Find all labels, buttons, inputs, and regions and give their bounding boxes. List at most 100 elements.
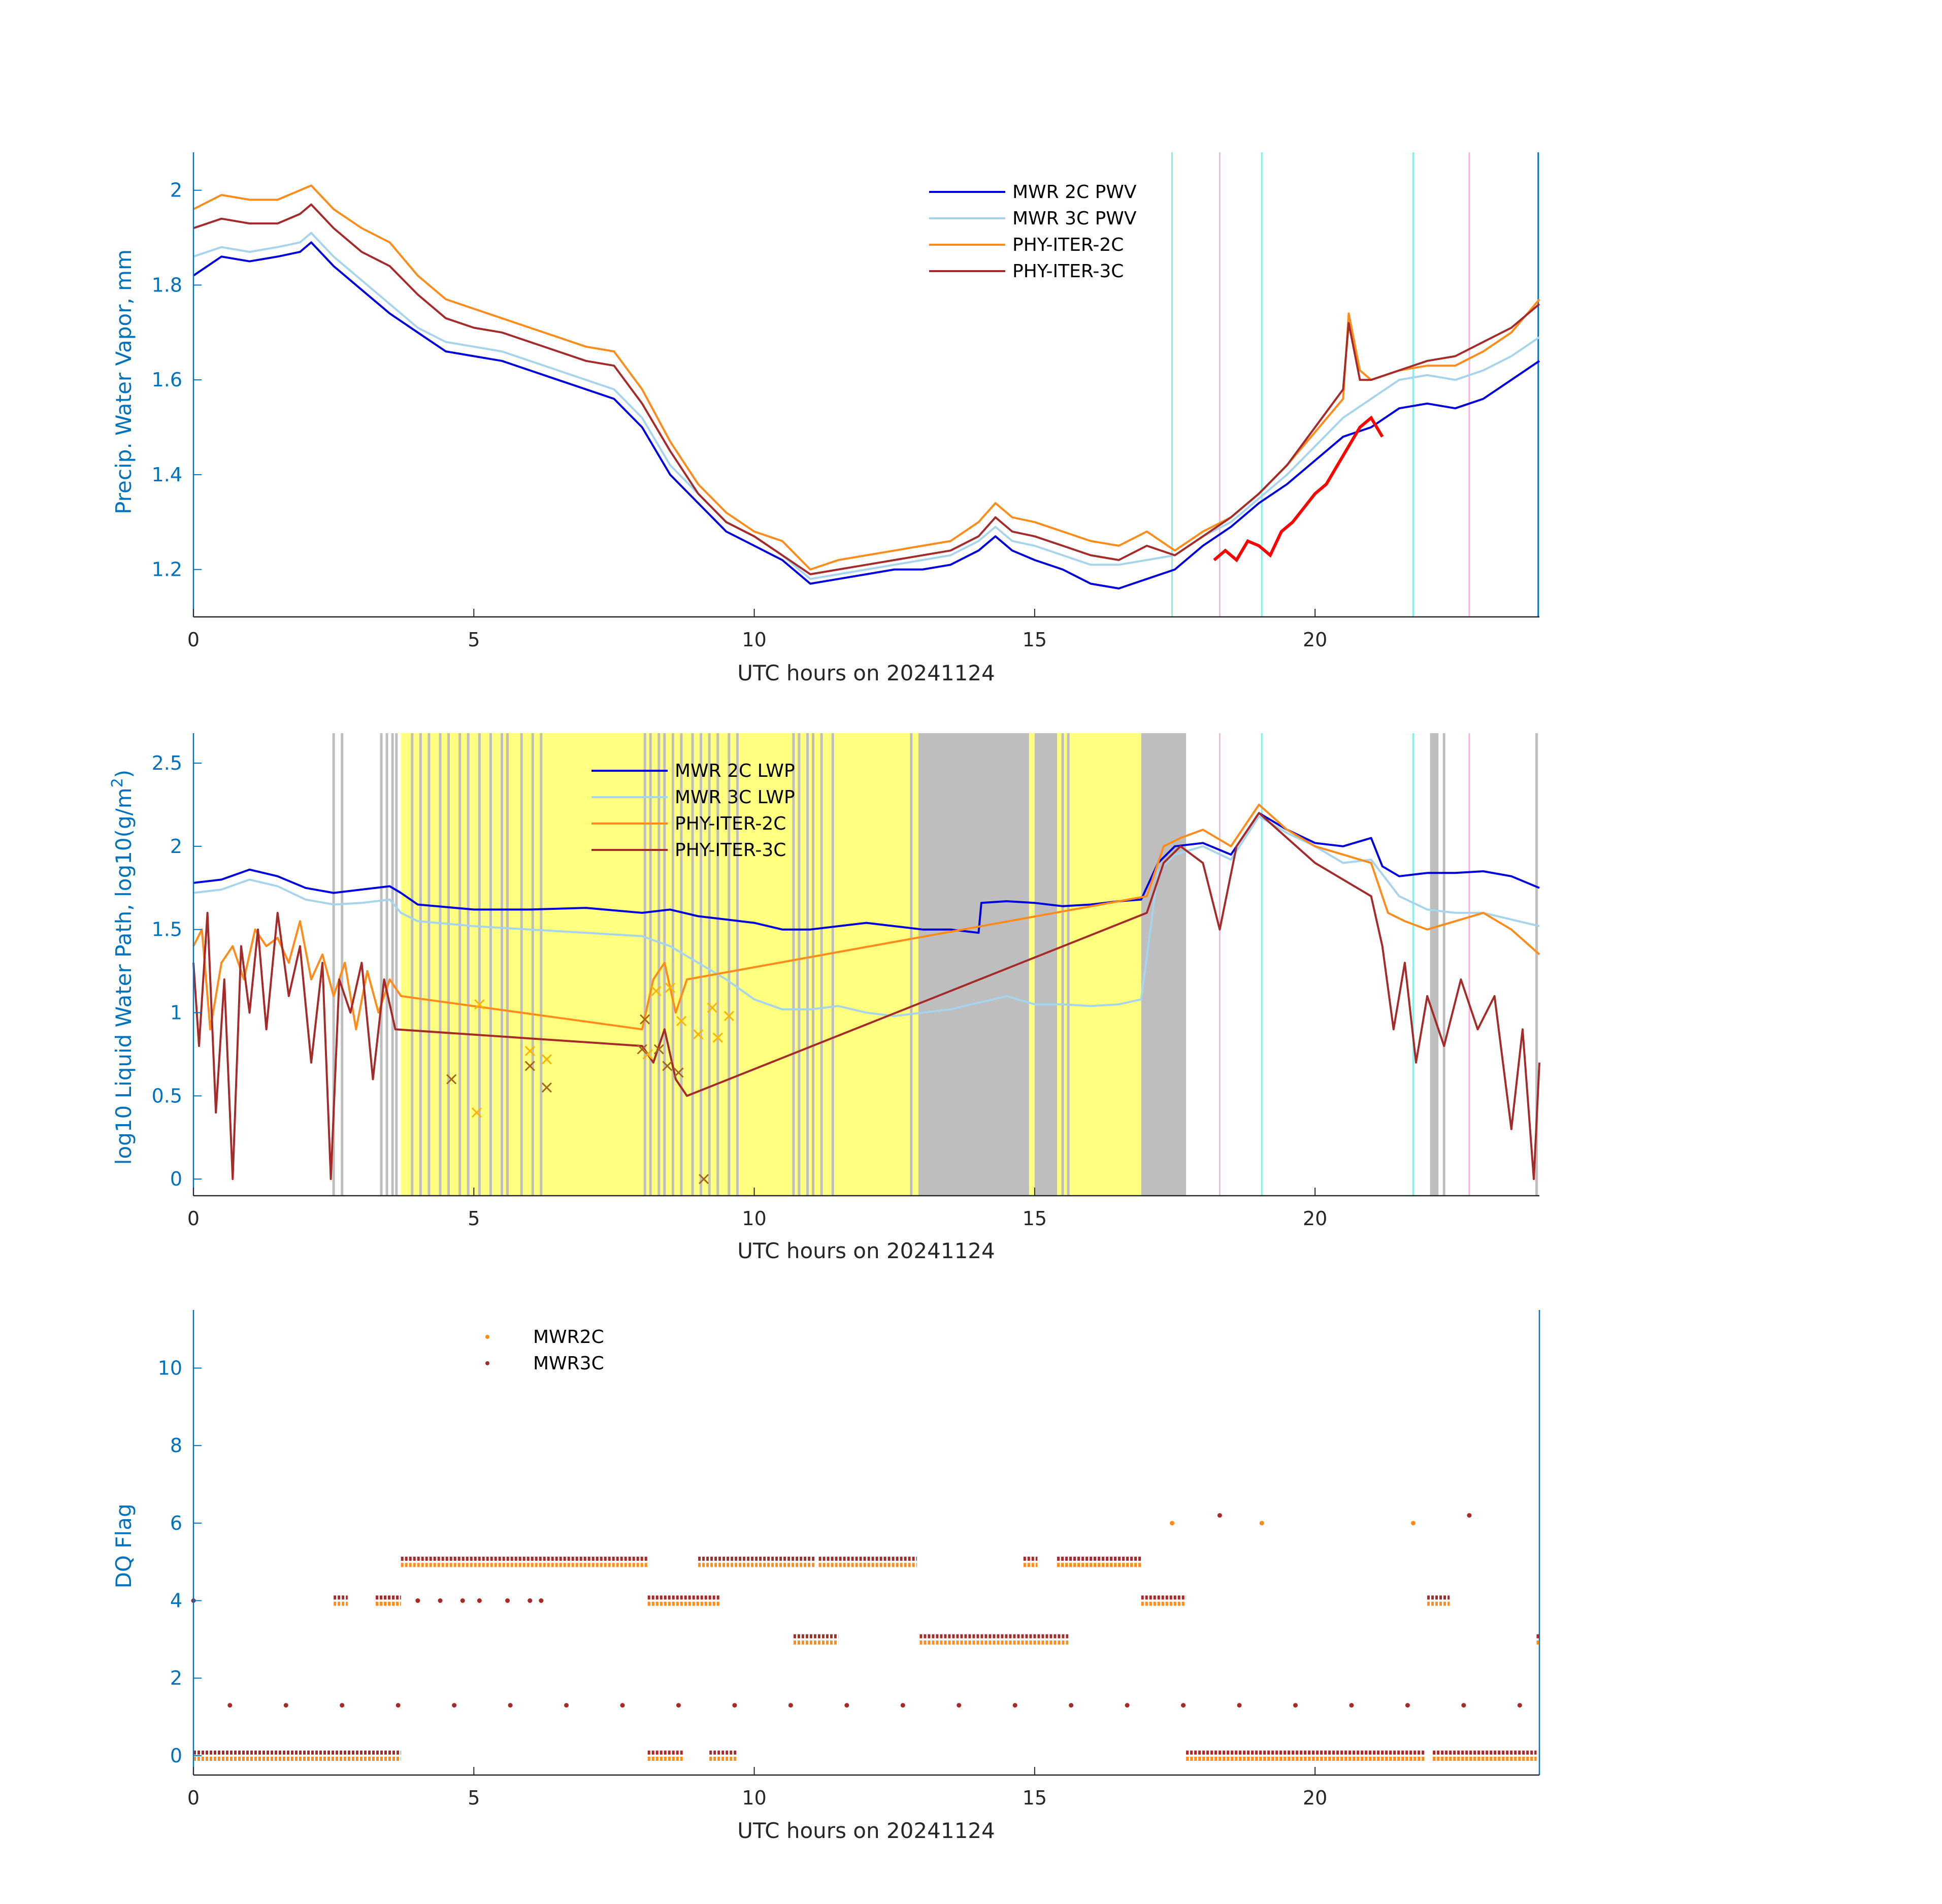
lwp-y-axis-label-end: ) xyxy=(111,770,136,778)
pwv-y-axis-label: Precip. Water Vapor, mm xyxy=(111,249,136,514)
dq-flag-point xyxy=(1410,1521,1416,1526)
dq-flag-point xyxy=(1293,1703,1298,1708)
pwv-x-tick-label: 15 xyxy=(1023,629,1047,651)
lwp-y-tick-label: 1.5 xyxy=(152,918,182,941)
lwp-x-axis-label: UTC hours on 20241124 xyxy=(737,1238,995,1263)
dq-flag-point xyxy=(1517,1703,1522,1708)
lwp-shaded-band xyxy=(1141,733,1187,1196)
dq-x-tick-label: 15 xyxy=(1023,1787,1047,1809)
lwp-x-marker-stroke xyxy=(707,1002,717,1013)
pwv-y-tick-label: 1.6 xyxy=(152,369,182,391)
lwp-legend-label: PHY-ITER-3C xyxy=(675,840,786,861)
lwp-legend-label: MWR 2C LWP xyxy=(675,761,795,781)
dq-flag-point xyxy=(1125,1703,1130,1708)
lwp-x-marker xyxy=(524,1045,535,1056)
lwp-x-marker xyxy=(471,1107,482,1118)
lwp-x-marker xyxy=(707,1002,717,1013)
pwv-legend-label: PHY-ITER-3C xyxy=(1012,261,1124,282)
dq-legend-label: MWR2C xyxy=(533,1327,604,1348)
lwp-series-line-3 xyxy=(192,812,1540,1180)
lwp-y-tick-label: 0 xyxy=(170,1168,182,1190)
lwp-x-marker-stroke xyxy=(541,1054,552,1065)
dq-legend-swatch xyxy=(485,1335,489,1339)
lwp-legend-label: PHY-ITER-2C xyxy=(675,813,786,834)
dq-legend-swatch xyxy=(485,1361,489,1365)
pwv-series-line-3 xyxy=(193,203,1540,575)
dq-flag-point xyxy=(415,1598,420,1603)
dq-flag-point xyxy=(1012,1703,1017,1708)
lwp-x-marker-stroke xyxy=(653,1044,664,1055)
lwp-y-tick-label: 2 xyxy=(170,835,182,858)
dq-flag-point xyxy=(676,1703,681,1708)
dq-flag-point xyxy=(460,1598,465,1603)
dq-flag-point xyxy=(283,1703,288,1708)
dq-x-tick-label: 5 xyxy=(468,1787,480,1809)
lwp-x-tick-label: 20 xyxy=(1303,1207,1327,1230)
lwp-x-marker xyxy=(699,1174,709,1185)
dq-flag-point xyxy=(844,1703,849,1708)
dq-flag-point xyxy=(1259,1521,1264,1526)
dq-flag-point xyxy=(340,1703,345,1708)
lwp-x-marker xyxy=(524,1061,535,1071)
lwp-x-tick-label: 0 xyxy=(187,1207,200,1230)
lwp-plot-area: 0 5 10 15 20 0 0.5 1 1.5 2 2.5 xyxy=(152,733,1540,1230)
lwp-legend-label: MWR 3C LWP xyxy=(675,787,795,808)
lwp-x-marker xyxy=(541,1082,552,1093)
lwp-y-axis-label: log10 Liquid Water Path, log10(g/m2) xyxy=(109,770,137,1165)
lwp-y-tick-label: 1 xyxy=(170,1002,182,1024)
lwp-x-marker xyxy=(693,1029,704,1040)
lwp-x-marker xyxy=(712,1032,723,1043)
lwp-x-marker-stroke xyxy=(651,986,662,996)
lwp-x-marker xyxy=(637,1044,647,1055)
lwp-x-marker xyxy=(653,1044,664,1055)
lwp-y-tick-label: 2.5 xyxy=(152,752,182,774)
lwp-series-line-1 xyxy=(193,815,1540,1017)
lwp-shaded-band xyxy=(1034,733,1058,1196)
dq-flag-point xyxy=(528,1598,533,1603)
lwp-shaded-band xyxy=(1430,733,1439,1196)
lwp-x-marker-stroke xyxy=(662,1061,673,1071)
lwp-y-tick-label: 0.5 xyxy=(152,1085,182,1107)
lwp-x-marker-stroke xyxy=(723,1011,734,1022)
lwp-x-marker xyxy=(662,1061,673,1071)
dq-flag-point xyxy=(396,1703,401,1708)
lwp-x-marker-stroke xyxy=(524,1045,535,1056)
lwp-series-line-2 xyxy=(192,803,1540,1031)
dq-flag-point xyxy=(1405,1703,1410,1708)
dq-flag-point xyxy=(505,1598,510,1603)
dq-flag-point xyxy=(1169,1521,1174,1526)
dq-legend: MWR2C MWR3C xyxy=(485,1327,604,1374)
lwp-series-line-0 xyxy=(193,812,1540,934)
dq-flag-point xyxy=(227,1703,233,1708)
lwp-y-axis-label-main: log10 Liquid Water Path, log10(g/m xyxy=(111,787,136,1165)
lwp-x-marker-stroke xyxy=(712,1032,723,1043)
lwp-x-marker-stroke xyxy=(446,1074,457,1085)
lwp-x-marker xyxy=(673,1067,684,1078)
lwp-x-marker-stroke xyxy=(637,1044,647,1055)
dq-flag-point xyxy=(1237,1703,1242,1708)
lwp-x-marker-stroke xyxy=(673,1067,684,1078)
dq-flag-point xyxy=(620,1703,625,1708)
lwp-x-marker-stroke xyxy=(642,1049,653,1060)
pwv-legend-label: MWR 3C PWV xyxy=(1012,208,1137,229)
pwv-panel: 0 5 10 15 20 1.2 1.4 1.6 1.8 2 UTC hours on 20241… xyxy=(111,152,1540,685)
dq-legend-label: MWR3C xyxy=(533,1353,604,1374)
lwp-x-marker xyxy=(665,982,675,993)
dq-flag-point xyxy=(900,1703,905,1708)
pwv-y-tick-label: 2 xyxy=(170,179,182,202)
pwv-x-tick-label: 10 xyxy=(742,629,766,651)
pwv-legend-label: MWR 2C PWV xyxy=(1012,182,1137,203)
pwv-y-tick-label: 1.8 xyxy=(152,274,182,296)
lwp-x-tick-label: 10 xyxy=(742,1207,766,1230)
dq-flag-point xyxy=(1467,1513,1472,1518)
pwv-x-axis-label: UTC hours on 20241124 xyxy=(737,661,995,685)
dq-x-tick-label: 20 xyxy=(1303,1787,1327,1809)
dq-y-tick-label: 10 xyxy=(158,1357,182,1380)
dq-y-tick-label: 4 xyxy=(170,1590,182,1612)
lwp-x-marker-stroke xyxy=(640,1014,650,1025)
dq-flag-point xyxy=(1181,1703,1186,1708)
dq-flag-point xyxy=(564,1703,569,1708)
lwp-x-marker-stroke xyxy=(693,1029,704,1040)
pwv-legend: MWR 2C PWV MWR 3C PWV PHY-ITER-2C PHY-ITER-… xyxy=(929,182,1137,282)
